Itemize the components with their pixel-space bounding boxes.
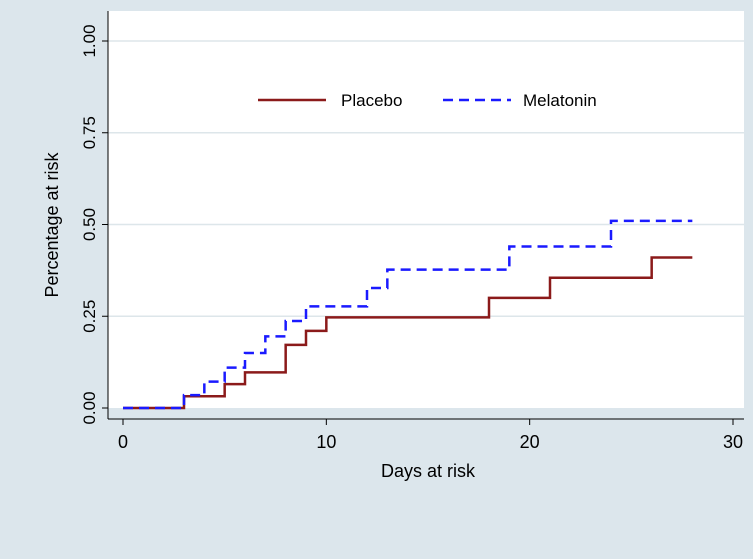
y-tick-label: 0.25 — [80, 300, 99, 333]
x-tick-label: 10 — [316, 432, 336, 452]
x-axis: 0 10 20 30 — [118, 419, 743, 452]
legend-label-melatonin: Melatonin — [523, 91, 597, 110]
legend: Placebo Melatonin — [258, 91, 597, 110]
x-axis-title: Days at risk — [381, 461, 476, 481]
plot-area — [108, 11, 744, 408]
x-tick-label: 30 — [723, 432, 743, 452]
y-tick-label: 0.00 — [80, 391, 99, 424]
y-tick-label: 0.75 — [80, 116, 99, 149]
x-tick-label: 0 — [118, 432, 128, 452]
legend-label-placebo: Placebo — [341, 91, 402, 110]
series-melatonin-line — [123, 219, 693, 410]
y-axis-title: Percentage at risk — [42, 151, 62, 297]
y-tick-label: 1.00 — [80, 24, 99, 57]
y-tick-label: 0.50 — [80, 208, 99, 241]
series-layer — [123, 219, 693, 410]
x-tick-label: 20 — [520, 432, 540, 452]
y-axis: 0.00 0.25 0.50 0.75 1.00 — [80, 24, 108, 425]
series-placebo-line — [123, 256, 693, 410]
